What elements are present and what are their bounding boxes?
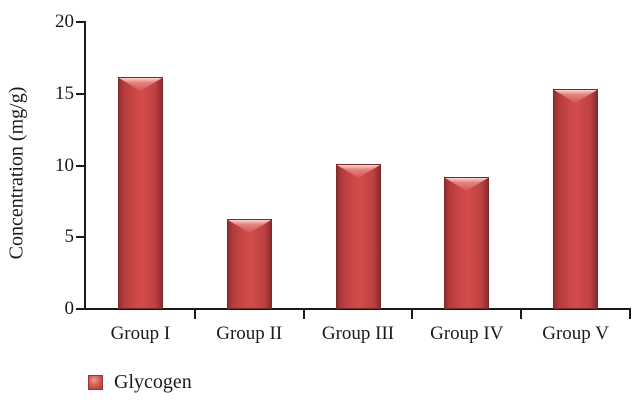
bar-group-iv xyxy=(444,177,489,309)
x-tick-5 xyxy=(629,309,631,319)
bar-top-bevel xyxy=(228,220,271,233)
y-tick-0 xyxy=(76,308,86,310)
legend-color-swatch-glycogen xyxy=(88,374,103,390)
x-tick-label-group-iii: Group III xyxy=(321,323,395,344)
y-tick-label-5: 5 xyxy=(64,226,75,248)
x-tick-2 xyxy=(302,309,305,319)
x-tick-4 xyxy=(520,309,523,319)
x-tick-label-group-iv: Group IV xyxy=(430,323,504,344)
bar-top-bevel xyxy=(337,165,380,178)
legend-label-glycogen: Glycogen xyxy=(114,371,192,393)
x-tick-1 xyxy=(193,309,196,319)
legend: Glycogen xyxy=(88,370,192,394)
bar-group-iii xyxy=(336,164,381,309)
bar-top-bevel xyxy=(119,78,162,91)
bar-group-i xyxy=(118,77,163,309)
y-tick-label-0: 0 xyxy=(64,298,75,319)
y-axis-title: Concentration (mg/g) xyxy=(5,86,28,260)
bar-group-ii xyxy=(227,219,272,309)
bar-top-bevel xyxy=(445,178,488,191)
y-tick-10 xyxy=(76,164,86,167)
bar-group-v xyxy=(553,89,598,309)
x-tick-3 xyxy=(411,309,414,319)
y-tick-label-20: 20 xyxy=(55,11,74,32)
y-tick-20 xyxy=(76,21,86,23)
x-axis-line xyxy=(84,308,631,310)
y-tick-15 xyxy=(76,92,86,95)
x-tick-label-group-v: Group V xyxy=(542,323,609,344)
y-tick-5 xyxy=(76,236,86,239)
x-tick-label-group-ii: Group II xyxy=(216,323,283,344)
bar-top-bevel xyxy=(554,90,597,103)
y-tick-label-10: 10 xyxy=(55,154,74,176)
x-tick-label-group-i: Group I xyxy=(110,323,171,344)
y-tick-label-15: 15 xyxy=(55,82,74,104)
